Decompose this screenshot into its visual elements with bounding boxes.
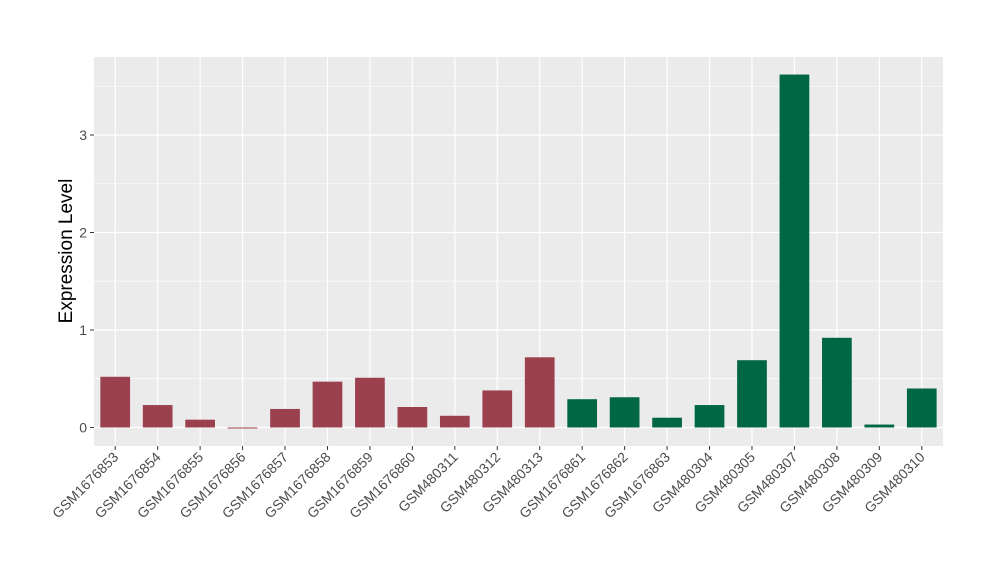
bar-GSM1676858 [312,381,343,428]
bar-GSM480307 [779,74,810,428]
bar-GSM480309 [864,424,895,428]
bar-GSM480310 [906,388,937,428]
y-tick-label: 1 [79,322,87,338]
bar-GSM1676853 [100,376,131,428]
bar-GSM480313 [524,357,555,428]
bar-GSM1676862 [609,397,640,428]
bar-GSM480308 [822,337,852,428]
bar-GSM1676861 [567,399,598,428]
bar-GSM1676854 [142,405,173,428]
bar-GSM480305 [737,360,767,428]
bar-GSM1676857 [270,408,300,428]
bar-GSM480304 [694,405,725,428]
y-tick-label: 3 [79,127,87,143]
plot-panel [94,57,943,446]
y-axis-label: Expression Level [56,179,77,324]
bar-GSM1676855 [185,419,215,428]
bar-GSM1676863 [652,417,682,428]
y-tick-label: 2 [79,224,87,240]
bar-GSM480312 [482,390,513,428]
y-tick-label: 0 [79,419,87,435]
bar-GSM1676856 [227,427,258,429]
bar-GSM1676859 [355,377,385,428]
bar-GSM1676860 [397,407,428,428]
bar-GSM480311 [439,415,470,428]
